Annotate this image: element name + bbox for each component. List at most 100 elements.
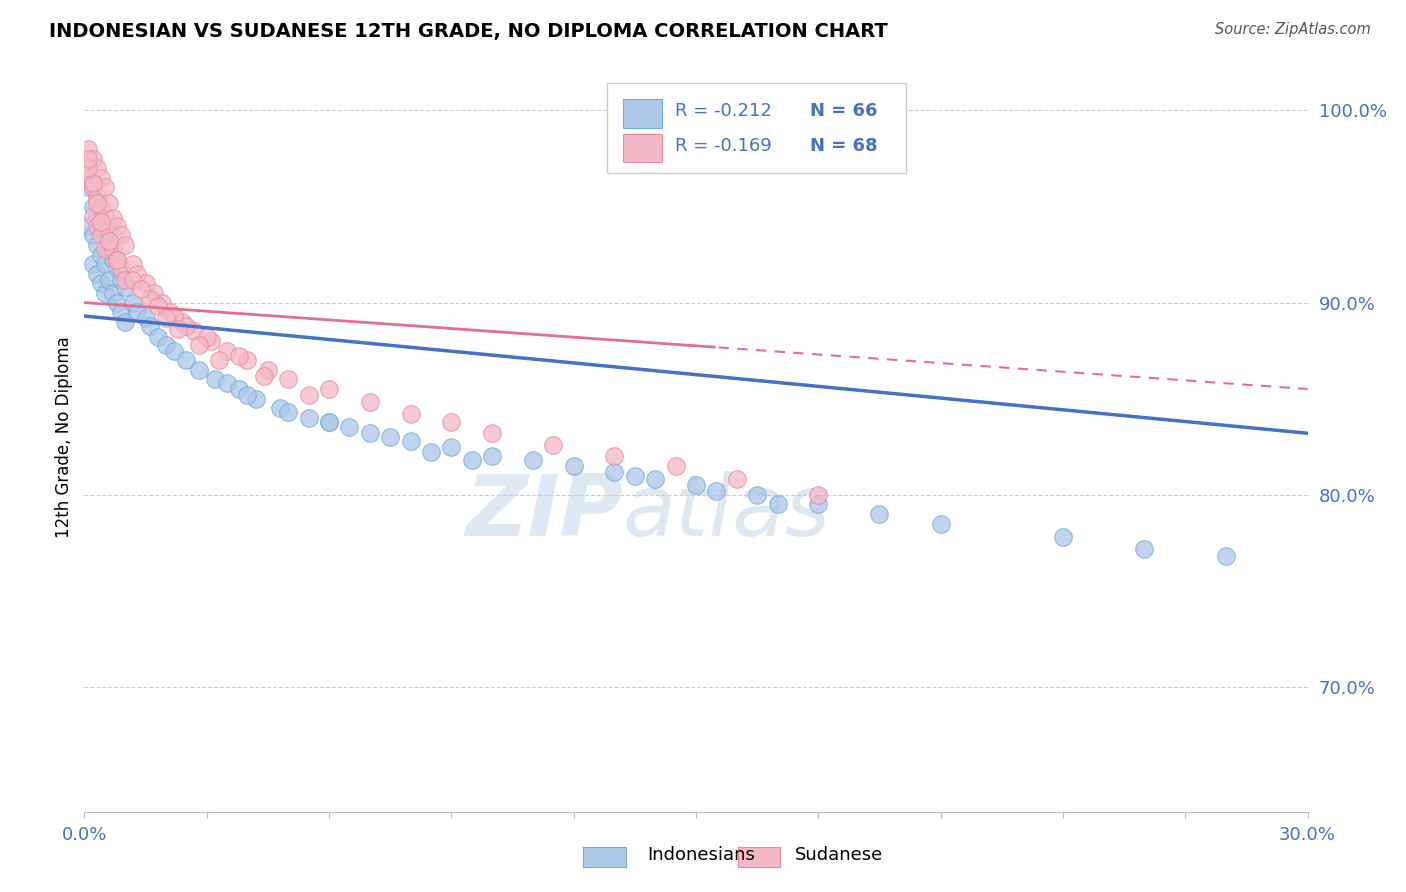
- Point: [101, 285, 124, 300]
- Point: [77, 152, 100, 166]
- Point: [97, 242, 120, 256]
- Point: [105, 260, 128, 275]
- Point: [277, 405, 299, 419]
- Point: [127, 267, 149, 281]
- Point: [298, 388, 321, 402]
- Point: [90, 219, 112, 233]
- Point: [142, 285, 165, 300]
- Point: [706, 483, 728, 498]
- Point: [101, 253, 124, 268]
- Point: [481, 450, 503, 464]
- Point: [253, 368, 276, 383]
- Point: [399, 407, 422, 421]
- Text: N = 66: N = 66: [810, 103, 877, 120]
- Point: [1215, 549, 1237, 564]
- Point: [122, 257, 145, 271]
- Point: [217, 343, 239, 358]
- Point: [603, 450, 626, 464]
- Point: [82, 200, 104, 214]
- Point: [101, 242, 124, 256]
- Point: [644, 472, 666, 486]
- Point: [766, 497, 789, 511]
- Point: [665, 458, 688, 473]
- Point: [420, 445, 443, 459]
- Point: [359, 426, 381, 441]
- Point: [318, 415, 340, 429]
- Point: [127, 305, 149, 319]
- Point: [725, 472, 748, 486]
- Point: [685, 478, 707, 492]
- Point: [77, 170, 100, 185]
- Point: [236, 353, 259, 368]
- Point: [359, 395, 381, 409]
- Point: [183, 325, 205, 339]
- Point: [807, 497, 830, 511]
- Point: [562, 458, 585, 473]
- Point: [172, 315, 194, 329]
- FancyBboxPatch shape: [606, 83, 907, 173]
- Point: [86, 209, 108, 223]
- Point: [298, 410, 321, 425]
- Point: [114, 272, 136, 286]
- Text: Sudanese: Sudanese: [794, 846, 883, 863]
- Point: [174, 318, 197, 333]
- Y-axis label: 12th Grade, No Diploma: 12th Grade, No Diploma: [55, 336, 73, 538]
- Point: [97, 272, 120, 286]
- Point: [82, 228, 104, 243]
- Point: [90, 200, 112, 214]
- Point: [110, 305, 132, 319]
- Point: [167, 322, 190, 336]
- Point: [90, 228, 112, 243]
- Point: [440, 415, 463, 429]
- Point: [93, 180, 115, 194]
- Point: [200, 334, 222, 348]
- Point: [208, 353, 231, 368]
- Point: [163, 343, 186, 358]
- Point: [869, 507, 891, 521]
- Text: Source: ZipAtlas.com: Source: ZipAtlas.com: [1215, 22, 1371, 37]
- Point: [105, 253, 128, 268]
- Point: [204, 372, 226, 386]
- Text: N = 68: N = 68: [810, 136, 877, 154]
- Point: [228, 350, 250, 364]
- Point: [187, 363, 209, 377]
- Bar: [623, 99, 662, 128]
- Point: [1133, 541, 1156, 556]
- Point: [807, 488, 830, 502]
- Point: [77, 219, 100, 233]
- Point: [86, 267, 108, 281]
- Point: [138, 292, 160, 306]
- Point: [277, 372, 299, 386]
- Point: [105, 295, 128, 310]
- Point: [174, 353, 197, 368]
- Point: [105, 253, 128, 268]
- Point: [97, 234, 120, 248]
- Text: R = -0.169: R = -0.169: [675, 136, 772, 154]
- Point: [399, 434, 422, 448]
- Point: [163, 309, 186, 323]
- Point: [90, 277, 112, 291]
- Point: [122, 272, 145, 286]
- Point: [155, 338, 177, 352]
- Text: ZIP: ZIP: [465, 470, 623, 554]
- Point: [135, 310, 157, 325]
- Point: [97, 222, 120, 236]
- Text: R = -0.212: R = -0.212: [675, 103, 772, 120]
- Point: [339, 420, 361, 434]
- Point: [929, 516, 952, 531]
- Point: [93, 257, 115, 271]
- Point: [150, 295, 173, 310]
- Point: [86, 190, 108, 204]
- Point: [217, 376, 239, 391]
- Point: [131, 282, 153, 296]
- Point: [110, 228, 132, 243]
- Point: [93, 228, 115, 243]
- Point: [257, 363, 280, 377]
- Point: [380, 430, 402, 444]
- Point: [195, 330, 218, 344]
- Point: [110, 260, 132, 275]
- Point: [97, 195, 120, 210]
- Point: [318, 415, 340, 429]
- Point: [245, 392, 267, 406]
- Text: atlas: atlas: [623, 470, 831, 554]
